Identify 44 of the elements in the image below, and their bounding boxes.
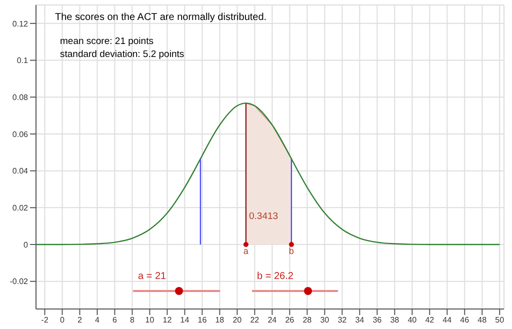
y-tick-label: 0.12 xyxy=(12,19,29,28)
x-tick-label: 28 xyxy=(302,316,312,325)
x-tick-label: 34 xyxy=(355,316,365,325)
x-tick-label: 44 xyxy=(442,316,452,325)
x-tick-label: 24 xyxy=(268,316,278,325)
x-tick-label: 46 xyxy=(460,316,470,325)
x-tick-label: 50 xyxy=(495,316,505,325)
x-tick-label: 12 xyxy=(162,316,172,325)
annotation: mean score: 21 points xyxy=(60,36,154,47)
y-tick-label: -0.02 xyxy=(10,277,29,286)
line-series xyxy=(36,102,500,246)
x-tick-label: 6 xyxy=(112,316,118,325)
x-tick-label: 0 xyxy=(60,316,66,325)
y-tick-label: 0.02 xyxy=(12,204,29,213)
y-tick-label: 0.06 xyxy=(12,130,29,139)
x-tick-label: 32 xyxy=(338,316,348,325)
x-tick-label: 2 xyxy=(78,316,83,325)
y-tick-label: 0.04 xyxy=(12,166,29,176)
x-tick-label: 42 xyxy=(425,316,435,325)
y-tick-label: 0 xyxy=(24,240,29,250)
x-tick-label: 20 xyxy=(232,316,242,325)
annotation: standard deviation: 5.2 points xyxy=(60,49,184,60)
x-tick-label: 40 xyxy=(408,316,418,325)
x-tick-label: 26 xyxy=(285,316,295,325)
y-tick-label: 0.08 xyxy=(12,92,29,102)
x-tick-label: 48 xyxy=(478,316,488,325)
annotation: a = 21 xyxy=(138,271,166,282)
x-tick-label: 38 xyxy=(390,316,400,325)
x-tick-label: 4 xyxy=(95,316,100,325)
x-tick-label: 14 xyxy=(180,316,190,325)
x-tick-label: 16 xyxy=(198,316,208,325)
x-tick-label: 30 xyxy=(320,316,330,325)
text: The scores on the ACT are normally distributed. xyxy=(55,12,267,23)
annotation: b = 26.2 xyxy=(257,271,294,282)
x-tick-label: 22 xyxy=(250,316,260,325)
y-tick-label: 0.1 xyxy=(16,56,29,66)
annotation: a xyxy=(243,246,248,256)
x-tick-label: 36 xyxy=(372,316,382,325)
x-tick-label: 8 xyxy=(130,316,135,325)
x-tick-label: 18 xyxy=(215,316,225,325)
x-tick-label: -2 xyxy=(41,316,49,325)
x-tick-label: 10 xyxy=(145,316,155,325)
annotation: b xyxy=(288,246,294,256)
annotation: 0.3413 xyxy=(249,211,278,222)
